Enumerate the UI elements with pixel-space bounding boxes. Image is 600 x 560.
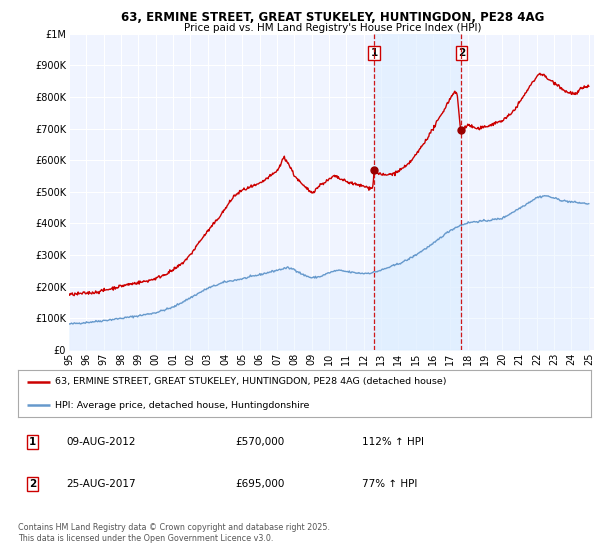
Text: £570,000: £570,000 xyxy=(236,437,285,447)
Text: 112% ↑ HPI: 112% ↑ HPI xyxy=(362,437,424,447)
Text: £695,000: £695,000 xyxy=(236,479,285,488)
Text: 77% ↑ HPI: 77% ↑ HPI xyxy=(362,479,417,488)
Bar xyxy=(374,34,461,350)
Text: 25-AUG-2017: 25-AUG-2017 xyxy=(67,479,136,488)
Text: HPI: Average price, detached house, Huntingdonshire: HPI: Average price, detached house, Hunt… xyxy=(55,401,310,410)
Text: Contains HM Land Registry data © Crown copyright and database right 2025.: Contains HM Land Registry data © Crown c… xyxy=(18,523,330,532)
Text: 63, ERMINE STREET, GREAT STUKELEY, HUNTINGDON, PE28 4AG (detached house): 63, ERMINE STREET, GREAT STUKELEY, HUNTI… xyxy=(55,377,447,386)
Text: 1: 1 xyxy=(29,437,36,447)
Text: 09-AUG-2012: 09-AUG-2012 xyxy=(67,437,136,447)
Text: 1: 1 xyxy=(370,48,377,58)
Text: 2: 2 xyxy=(29,479,36,488)
Text: Price paid vs. HM Land Registry's House Price Index (HPI): Price paid vs. HM Land Registry's House … xyxy=(184,23,482,33)
Text: 63, ERMINE STREET, GREAT STUKELEY, HUNTINGDON, PE28 4AG: 63, ERMINE STREET, GREAT STUKELEY, HUNTI… xyxy=(121,11,545,25)
Text: 2: 2 xyxy=(458,48,465,58)
Text: This data is licensed under the Open Government Licence v3.0.: This data is licensed under the Open Gov… xyxy=(18,534,274,543)
